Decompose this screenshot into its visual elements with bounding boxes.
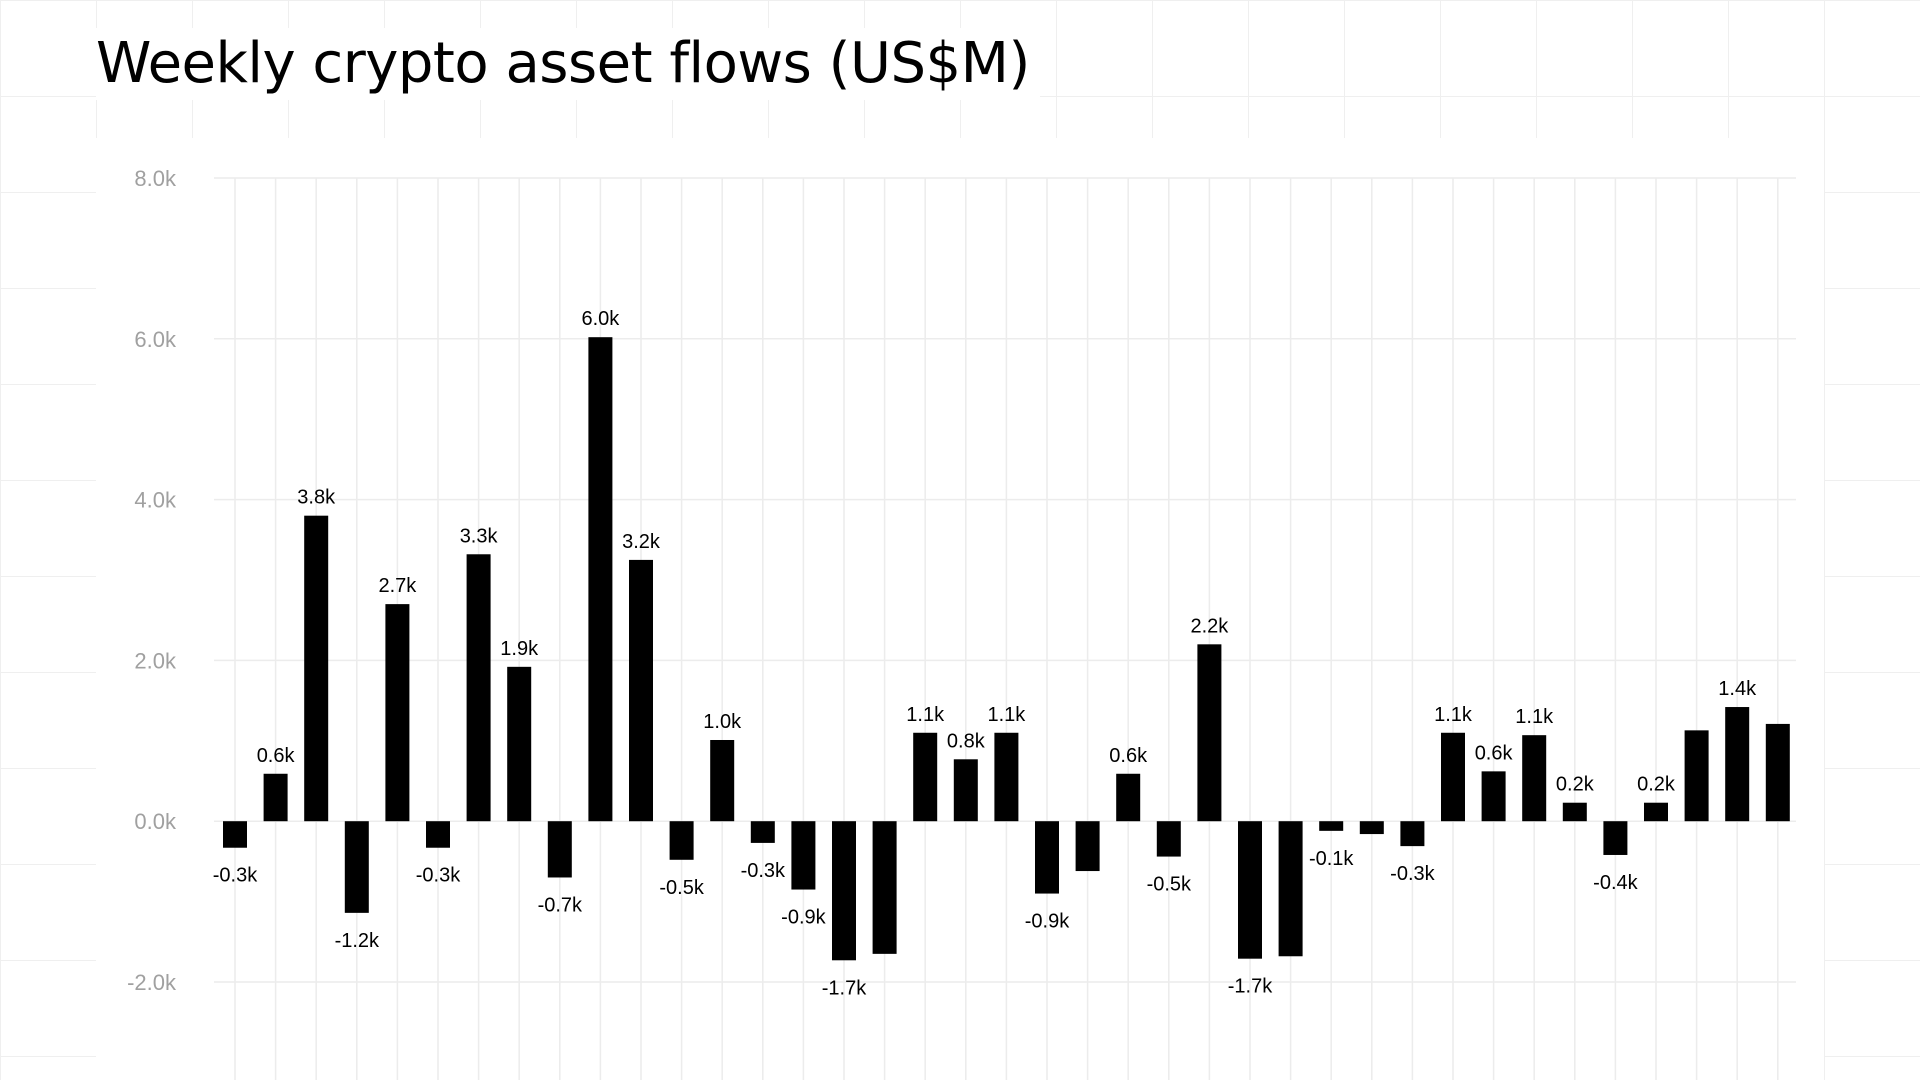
- data-label: 1.1k: [906, 704, 945, 726]
- data-label: 3.2k: [622, 531, 661, 553]
- bar: [750, 821, 775, 843]
- bar: [1684, 730, 1709, 822]
- bar: [994, 732, 1019, 822]
- data-label: 2.2k: [1190, 615, 1229, 637]
- data-label: 1.1k: [1434, 704, 1473, 726]
- y-tick-label: 6.0k: [134, 327, 177, 352]
- y-tick-label: 0.0k: [134, 809, 177, 834]
- data-label: -0.5k: [1147, 874, 1192, 896]
- y-tick-label: 8.0k: [134, 166, 177, 191]
- data-label: 3.8k: [297, 487, 336, 509]
- data-label: 3.3k: [460, 525, 499, 547]
- data-label: 1.4k: [1718, 678, 1757, 700]
- data-label: -0.9k: [1025, 911, 1070, 933]
- data-label: 0.6k: [1109, 745, 1148, 767]
- bar: [426, 821, 450, 848]
- bar: [263, 773, 288, 822]
- data-label: -0.3k: [213, 865, 258, 887]
- data-label: -0.5k: [659, 877, 704, 899]
- bar: [1156, 821, 1181, 857]
- bar: [1359, 821, 1384, 835]
- data-label: -0.3k: [1390, 863, 1435, 885]
- bar: [1278, 821, 1303, 957]
- bar: [710, 739, 735, 822]
- bar: [1522, 735, 1547, 822]
- bar: [872, 821, 897, 954]
- bar: [1116, 773, 1141, 822]
- data-label: 6.0k: [581, 308, 620, 330]
- y-tick-label: 2.0k: [134, 648, 177, 673]
- data-label: -0.9k: [781, 907, 826, 929]
- y-tick-label: 4.0k: [134, 488, 177, 513]
- bar: [385, 604, 410, 822]
- bar: [223, 821, 247, 848]
- data-label: 0.2k: [1637, 774, 1676, 796]
- bar: [1400, 821, 1425, 847]
- bar: [1238, 821, 1262, 959]
- bar: [1319, 821, 1344, 831]
- data-label: -0.7k: [538, 894, 583, 916]
- bar: [1725, 707, 1750, 822]
- bar: [791, 821, 816, 890]
- bar: [1197, 644, 1222, 822]
- data-label: -0.3k: [416, 865, 461, 887]
- data-label: -1.2k: [335, 930, 380, 952]
- bar: [832, 821, 856, 961]
- bar: [507, 666, 532, 822]
- bar: [588, 337, 613, 822]
- bar: [913, 732, 938, 822]
- bar: [1481, 771, 1506, 822]
- data-label: 0.6k: [257, 745, 296, 767]
- data-label: 0.8k: [947, 730, 986, 752]
- bar: [547, 821, 572, 878]
- data-label: 1.1k: [1515, 706, 1554, 728]
- bar: [466, 554, 491, 822]
- bar-chart: -2.0k 0.0k 2.0k 4.0k 6.0k 8.0k -0.3k 0.6k 3.8k -1…: [127, 166, 1796, 1080]
- bar: [1035, 821, 1059, 894]
- bar: [344, 821, 369, 913]
- bar: [1075, 821, 1100, 872]
- y-tick-label: -2.0k: [127, 970, 177, 995]
- data-label: -1.7k: [1228, 976, 1273, 998]
- data-label: 2.7k: [378, 575, 417, 597]
- data-label: -1.7k: [822, 977, 867, 999]
- bar: [953, 759, 978, 822]
- chart-title: Weekly crypto asset flows (US$M): [96, 28, 1040, 100]
- data-label: 0.6k: [1475, 742, 1514, 764]
- bar: [669, 821, 694, 860]
- data-label: -0.4k: [1593, 872, 1638, 894]
- bar: [629, 559, 653, 822]
- data-label: 1.0k: [703, 711, 742, 733]
- data-label: 0.2k: [1556, 774, 1595, 796]
- bar: [1441, 732, 1465, 822]
- chart-panel: -2.0k 0.0k 2.0k 4.0k 6.0k 8.0k -0.3k 0.6k 3.8k -1…: [96, 138, 1824, 1080]
- bar: [1644, 802, 1668, 822]
- data-label: 1.1k: [987, 704, 1026, 726]
- bar: [304, 515, 329, 822]
- bar: [1765, 723, 1790, 822]
- bar: [1562, 802, 1587, 822]
- data-label: -0.3k: [741, 860, 786, 882]
- data-label: 1.9k: [500, 638, 539, 660]
- data-label: -0.1k: [1309, 848, 1354, 870]
- bar: [1603, 821, 1628, 855]
